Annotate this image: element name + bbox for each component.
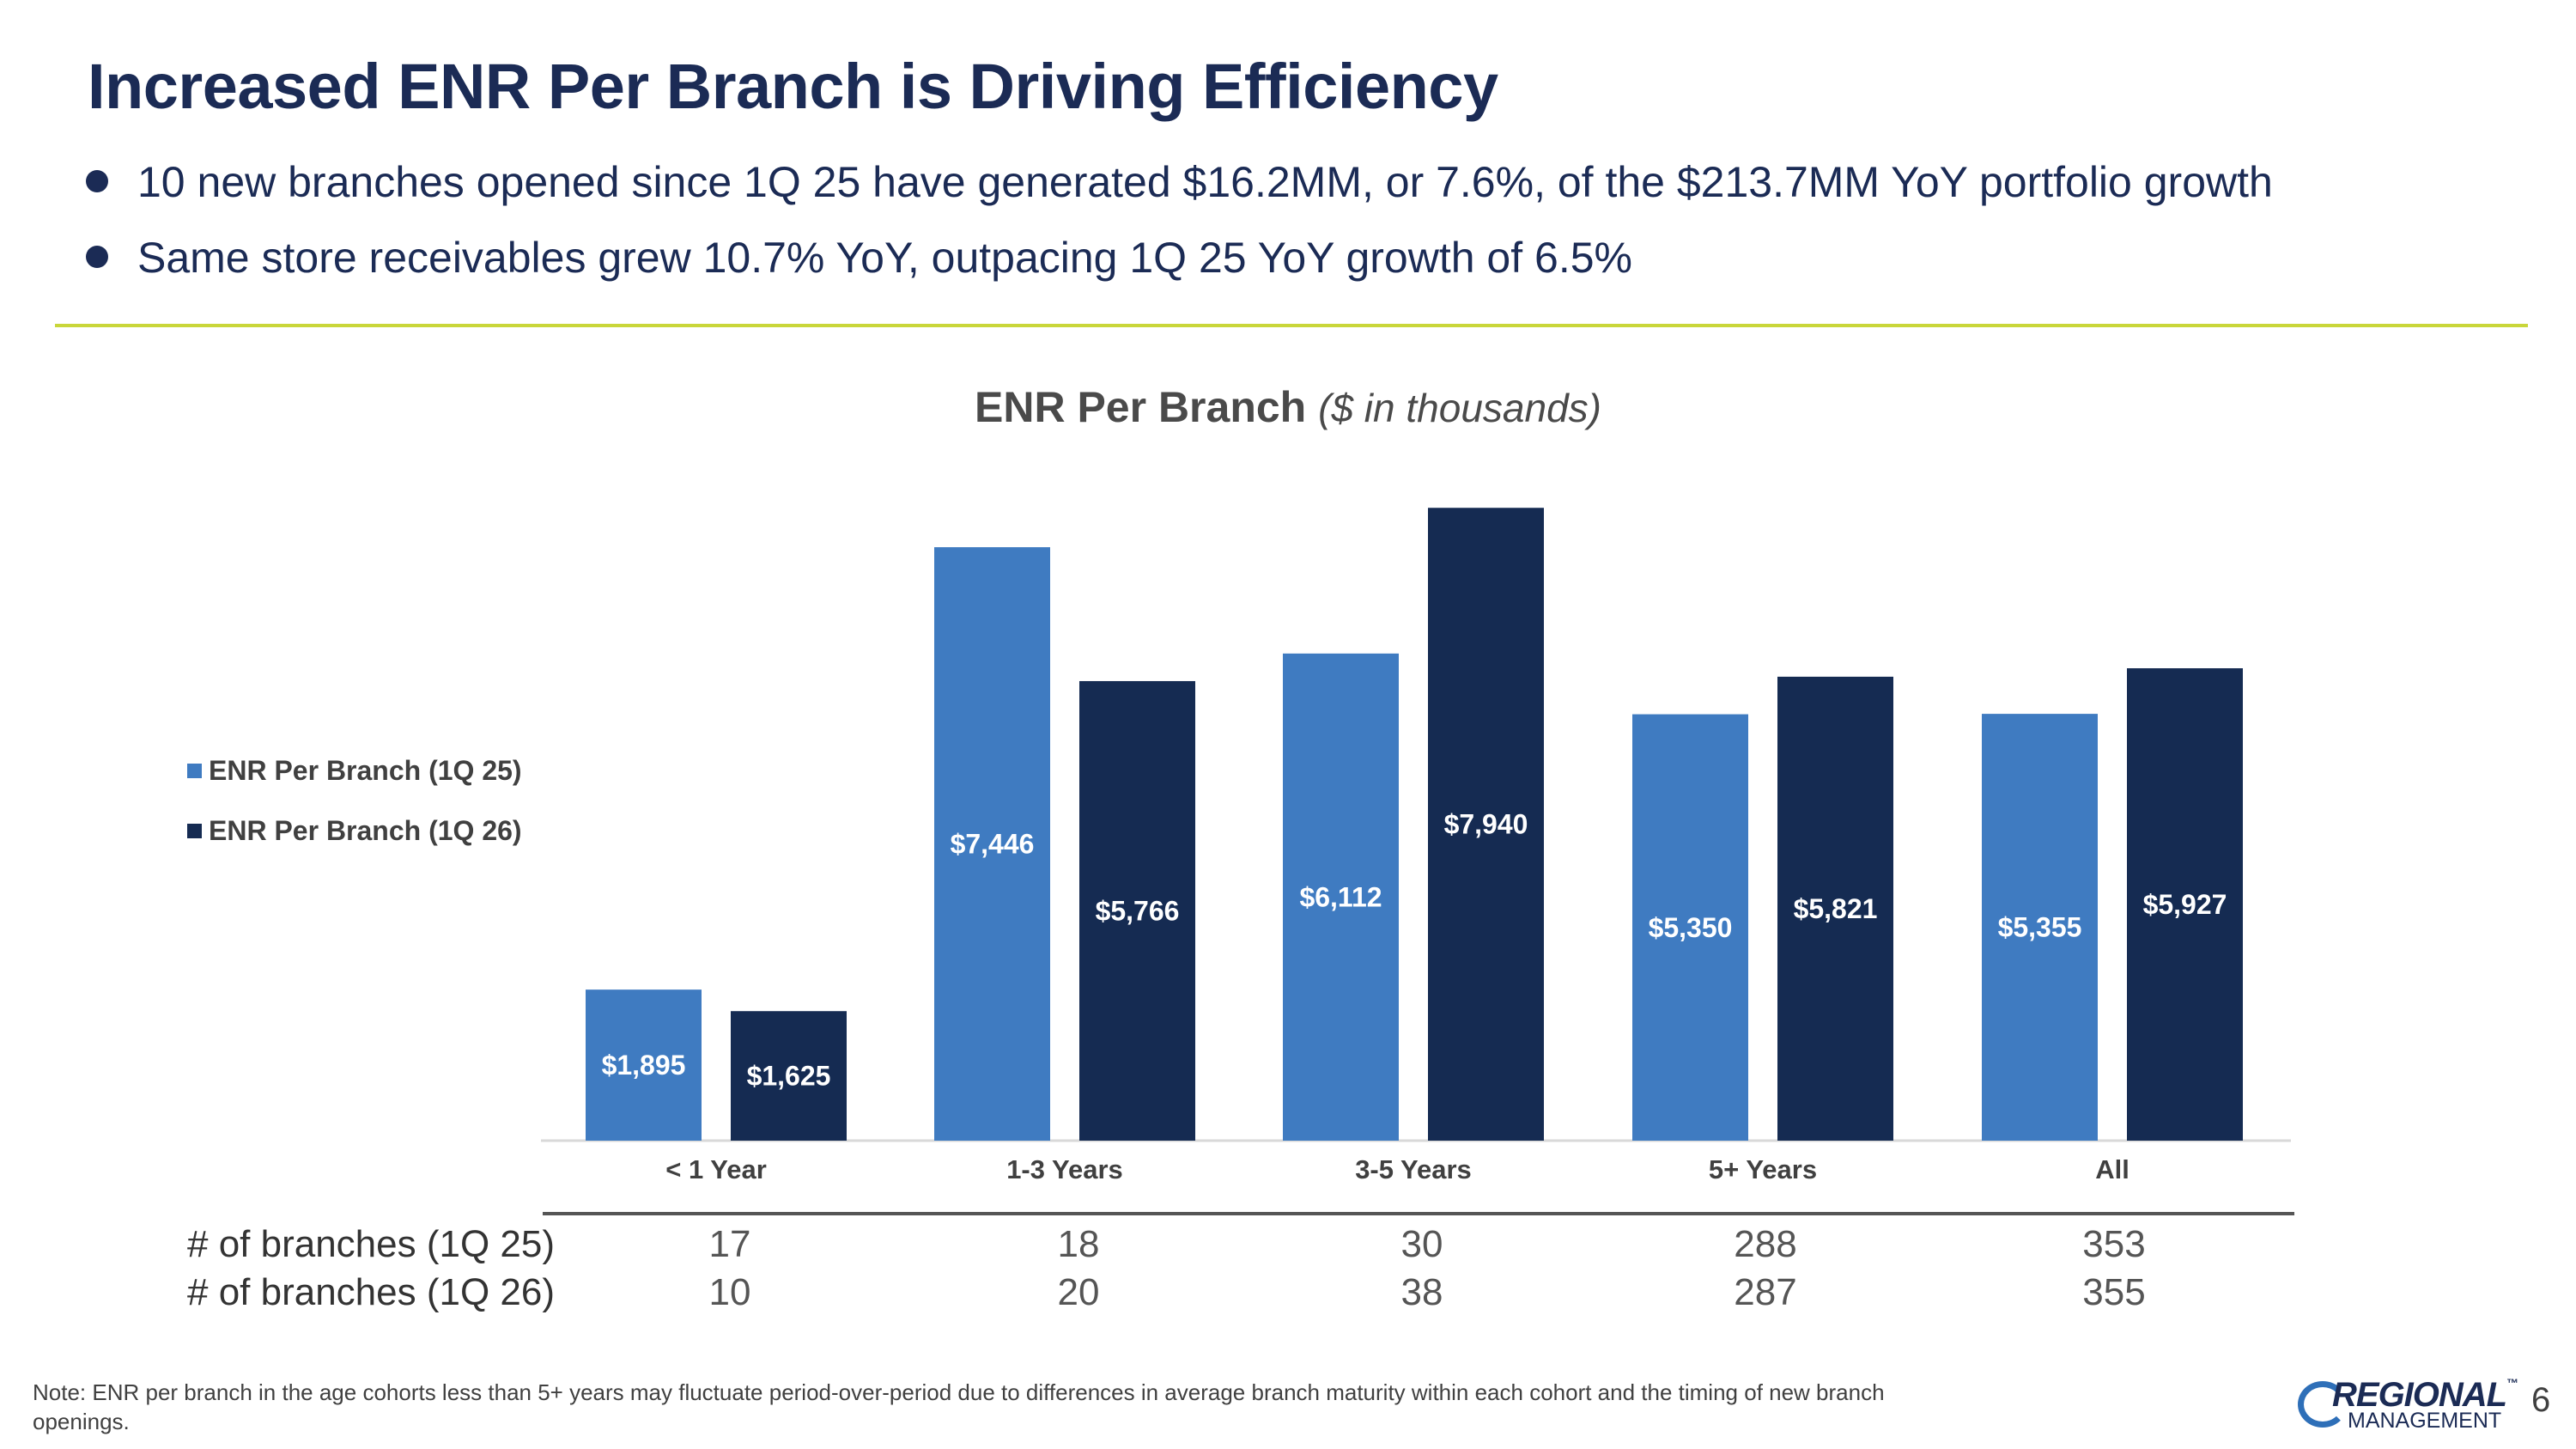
table-cell: 287	[1734, 1271, 1797, 1313]
page-number: 6	[2531, 1381, 2551, 1419]
bar-1q25-4	[1982, 714, 2098, 1141]
legend-item-1q25: ENR Per Branch (1Q 25)	[187, 740, 522, 801]
table-row-label: # of branches (1Q 26)	[187, 1271, 556, 1313]
chart-subtitle: ($ in thousands)	[1318, 386, 1601, 430]
table-cell: 353	[2082, 1223, 2146, 1265]
table-cell: 20	[1057, 1271, 1100, 1313]
data-label: $5,766	[1096, 895, 1180, 926]
logo-swoosh-icon	[2298, 1381, 2348, 1428]
bar-1q26-1	[1079, 680, 1195, 1141]
bar-1q25-2	[1283, 653, 1399, 1141]
table-row-label: # of branches (1Q 25)	[187, 1223, 556, 1265]
bar-1q26-4	[2127, 668, 2243, 1141]
table-cell: 17	[708, 1223, 751, 1265]
x-tick-label: 1-3 Years	[1006, 1154, 1123, 1184]
legend-swatch-icon	[187, 823, 202, 838]
bar-1q25-1	[934, 547, 1050, 1141]
data-label: $1,625	[747, 1061, 831, 1092]
data-label: $5,821	[1794, 893, 1878, 924]
table-cell: 288	[1734, 1223, 1797, 1265]
table-cell: 30	[1400, 1223, 1443, 1265]
footnote: Note: ENR per branch in the age cohorts …	[33, 1379, 1885, 1434]
bar-1q26-3	[1777, 676, 1893, 1141]
table-divider	[543, 1212, 2294, 1215]
x-tick-label: All	[2095, 1154, 2129, 1184]
legend-label: ENR Per Branch (1Q 25)	[209, 754, 522, 786]
table-cell: 355	[2082, 1271, 2146, 1313]
bullet-list: 10 new branches opened since 1Q 25 have …	[86, 151, 2273, 302]
bullet-item: 10 new branches opened since 1Q 25 have …	[86, 151, 2273, 227]
data-label: $6,112	[1299, 881, 1382, 912]
bar-1q25-0	[586, 989, 702, 1141]
data-label: $7,446	[951, 829, 1035, 860]
legend-label: ENR Per Branch (1Q 26)	[209, 814, 522, 846]
chart-title: ENR Per Branch ($ in thousands)	[0, 382, 2576, 432]
chart-title-text: ENR Per Branch	[974, 383, 1307, 431]
table-cell: 10	[708, 1271, 751, 1313]
bullet-dot-icon	[86, 246, 108, 268]
data-label: $1,895	[602, 1050, 686, 1081]
chart-legend: ENR Per Branch (1Q 25) ENR Per Branch (1…	[187, 740, 522, 861]
bar-1q25-3	[1632, 714, 1748, 1141]
table-cell: 18	[1057, 1223, 1100, 1265]
bar-1q26-0	[731, 1011, 847, 1141]
bullet-item: Same store receivables grew 10.7% YoY, o…	[86, 227, 2273, 302]
x-tick-label: < 1 Year	[665, 1154, 767, 1184]
logo-word-2: MANAGEMENT	[2348, 1409, 2502, 1433]
legend-item-1q26: ENR Per Branch (1Q 26)	[187, 801, 522, 861]
legend-swatch-icon	[187, 763, 202, 778]
table-cell: 38	[1400, 1271, 1443, 1313]
divider-rule	[55, 324, 2528, 327]
bullet-text: 10 new branches opened since 1Q 25 have …	[137, 158, 2273, 206]
x-tick-label: 5+ Years	[1709, 1154, 1817, 1184]
company-logo: REGIONAL™ MANAGEMENT	[2298, 1376, 2518, 1433]
data-label: $5,355	[1998, 912, 2082, 943]
slide-title: Increased ENR Per Branch is Driving Effi…	[88, 51, 1498, 122]
data-label: $5,350	[1649, 912, 1733, 943]
bullet-text: Same store receivables grew 10.7% YoY, o…	[137, 234, 1632, 282]
bullet-dot-icon	[86, 170, 108, 192]
data-label: $7,940	[1444, 809, 1528, 840]
data-label: $5,927	[2143, 889, 2227, 920]
x-tick-label: 3-5 Years	[1355, 1154, 1472, 1184]
bar-1q26-2	[1428, 508, 1544, 1141]
logo-word-1: REGIONAL™	[2332, 1376, 2518, 1414]
